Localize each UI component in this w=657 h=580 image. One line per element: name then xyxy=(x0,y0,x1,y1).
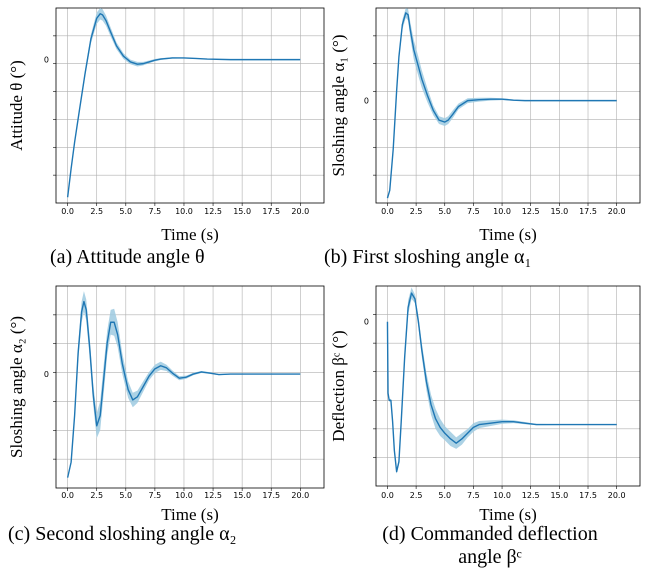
caption-a: (a) Attitude angle θ xyxy=(50,246,205,268)
x-tick-label: 10.0 xyxy=(175,207,193,216)
caption-c: (c) Second sloshing angle α₂ xyxy=(8,523,237,545)
y-tick-label-zero: 0 xyxy=(364,318,369,327)
chart-deflection: 0 0.0 2.5 5.0 7.5 10.0 12.5 15.0 17.5 20.0 Time (s… xyxy=(329,285,641,524)
caption-d-line2: angle βᶜ xyxy=(458,546,522,568)
y-axis-label: Sloshing angle α₁ (°) xyxy=(329,34,348,176)
x-tick-label: 20.0 xyxy=(608,207,626,216)
x-tick-label: 7.5 xyxy=(149,207,162,216)
y-axis-label: Deflection βᶜ (°) xyxy=(329,330,348,441)
panel-c: 0 0.0 2.5 5.0 7.5 10.0 12.5 15.0 17.5 20.0 Time (s… xyxy=(0,280,330,580)
x-tick-label: 17.5 xyxy=(579,491,597,500)
x-tick-label: 0.0 xyxy=(381,207,394,216)
plot-frame xyxy=(55,285,325,489)
chart-attitude: 0 0.0 2.5 5.0 7.5 10.0 12.5 15.0 17.5 20.0 Time (s… xyxy=(7,7,325,244)
x-tick-label: 15.0 xyxy=(233,207,251,216)
x-tick-label: 5.0 xyxy=(438,207,451,216)
grid xyxy=(376,286,640,486)
y-tick-label-zero: 0 xyxy=(364,97,369,106)
series-line xyxy=(386,292,617,473)
x-tick-label: 7.5 xyxy=(467,207,480,216)
x-tick-label: 2.5 xyxy=(90,207,103,216)
series-line xyxy=(66,13,301,198)
confidence-band xyxy=(387,287,617,474)
x-tick-label: 2.5 xyxy=(90,491,103,500)
series-line xyxy=(66,300,301,478)
x-tick-label: 5.0 xyxy=(119,207,132,216)
x-tick-label: 0.0 xyxy=(381,491,394,500)
x-tick-label: 10.0 xyxy=(493,491,511,500)
chart-first-sloshing: 0 0.0 2.5 5.0 7.5 10.0 12.5 15.0 17.5 20.0 Time (s… xyxy=(329,7,641,244)
x-tick-label: 7.5 xyxy=(467,491,480,500)
grid xyxy=(56,286,324,488)
x-tick-label: 5.0 xyxy=(438,491,451,500)
x-tick-label: 12.5 xyxy=(204,207,222,216)
y-axis-label: Attitude θ (°) xyxy=(7,60,26,150)
y-tick-label-zero: 0 xyxy=(44,56,49,65)
x-tick-label: 17.5 xyxy=(262,207,280,216)
x-tick-label: 17.5 xyxy=(579,207,597,216)
x-axis-label: Time (s) xyxy=(161,505,218,524)
plot-frame xyxy=(375,7,641,204)
panel-d: 0 0.0 2.5 5.0 7.5 10.0 12.5 15.0 17.5 20.0 Time (s… xyxy=(329,280,657,580)
x-tick-label: 10.0 xyxy=(175,491,193,500)
panel-b: 0 0.0 2.5 5.0 7.5 10.0 12.5 15.0 17.5 20.0 Time (s… xyxy=(324,0,657,280)
x-tick-label: 17.5 xyxy=(262,491,280,500)
y-axis-label: Sloshing angle α₂ (°) xyxy=(7,316,26,458)
x-tick-label: 20.0 xyxy=(608,491,626,500)
x-tick-label: 15.0 xyxy=(550,491,568,500)
x-tick-label: 20.0 xyxy=(291,491,309,500)
x-tick-label: 12.5 xyxy=(522,491,540,500)
plot-frame xyxy=(55,7,325,204)
x-axis-label: Time (s) xyxy=(479,505,536,524)
x-tick-label: 5.0 xyxy=(119,491,132,500)
x-tick-label: 0.0 xyxy=(61,491,74,500)
series-line xyxy=(386,12,617,199)
x-tick-label: 7.5 xyxy=(149,491,162,500)
grid xyxy=(56,8,324,203)
x-tick-label: 0.0 xyxy=(61,207,74,216)
caption-d: (d) Commanded deflection angle βᶜ xyxy=(340,523,640,569)
x-tick-label: 12.5 xyxy=(204,491,222,500)
grid xyxy=(376,8,640,203)
plot-frame xyxy=(375,285,641,487)
y-tick-label-zero: 0 xyxy=(44,370,49,379)
caption-b: (b) First sloshing angle α₁ xyxy=(324,246,532,268)
x-tick-label: 2.5 xyxy=(410,491,423,500)
x-tick-label: 10.0 xyxy=(493,207,511,216)
x-axis-label: Time (s) xyxy=(161,225,218,244)
caption-d-line1: (d) Commanded deflection xyxy=(382,523,598,545)
x-tick-label: 15.0 xyxy=(233,491,251,500)
x-axis-label: Time (s) xyxy=(479,225,536,244)
x-tick-label: 2.5 xyxy=(410,207,423,216)
x-tick-label: 12.5 xyxy=(522,207,540,216)
x-tick-label: 20.0 xyxy=(291,207,309,216)
panel-a: 0 0.0 2.5 5.0 7.5 10.0 12.5 15.0 17.5 20.0 Time (s… xyxy=(0,0,330,280)
x-tick-label: 15.0 xyxy=(550,207,568,216)
chart-second-sloshing: 0 0.0 2.5 5.0 7.5 10.0 12.5 15.0 17.5 20.0 Time (s… xyxy=(7,285,325,524)
